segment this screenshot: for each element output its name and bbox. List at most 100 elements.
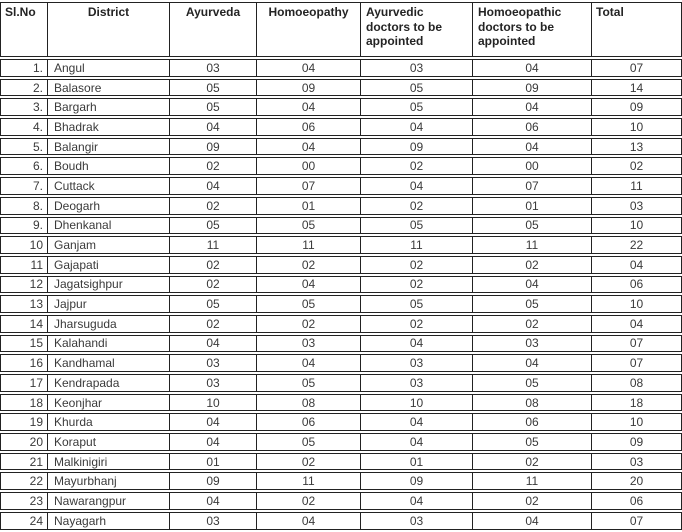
cell-ayurvedic-doctors: 04 bbox=[361, 177, 473, 195]
cell-homoeopathy: 02 bbox=[257, 452, 361, 471]
cell-ayurvedic-doctors: 09 bbox=[361, 137, 473, 156]
cell-slno: 4. bbox=[0, 118, 48, 136]
cell-district: Gajapati bbox=[48, 255, 170, 274]
table-row: 11 Gajapati 02 02 02 02 04 bbox=[0, 255, 682, 274]
cell-ayurvedic-doctors: 02 bbox=[361, 255, 473, 274]
cell-homoeopathy: 02 bbox=[257, 314, 361, 333]
cell-total: 04 bbox=[592, 314, 682, 333]
cell-district: Kalahandi bbox=[48, 334, 170, 353]
cell-slno: 17 bbox=[0, 374, 48, 392]
cell-ayurveda: 04 bbox=[170, 118, 257, 136]
column-header-slno: Sl.No bbox=[0, 2, 48, 57]
cell-homoeopathy: 04 bbox=[257, 354, 361, 372]
cell-slno: 3. bbox=[0, 98, 48, 117]
header-row: Sl.No District Ayurveda Homoeopathy Ayur… bbox=[0, 2, 682, 57]
cell-slno: 23 bbox=[0, 492, 48, 510]
cell-slno: 9. bbox=[0, 216, 48, 235]
cell-district: Balasore bbox=[48, 78, 170, 97]
table-row: 12 Jagatsighpur 02 04 02 04 06 bbox=[0, 275, 682, 294]
cell-homoeopathic-doctors: 11 bbox=[473, 472, 592, 491]
cell-district: Keonjhar bbox=[48, 393, 170, 412]
cell-homoeopathic-doctors: 04 bbox=[473, 275, 592, 294]
cell-slno: 7. bbox=[0, 177, 48, 195]
cell-slno: 20 bbox=[0, 433, 48, 451]
cell-homoeopathic-doctors: 04 bbox=[473, 59, 592, 77]
cell-total: 10 bbox=[592, 216, 682, 235]
cell-ayurveda: 02 bbox=[170, 157, 257, 176]
cell-district: Kendrapada bbox=[48, 374, 170, 392]
cell-ayurveda: 03 bbox=[170, 511, 257, 530]
cell-ayurvedic-doctors: 03 bbox=[361, 354, 473, 372]
cell-ayurveda: 05 bbox=[170, 216, 257, 235]
cell-ayurveda: 04 bbox=[170, 177, 257, 195]
cell-total: 18 bbox=[592, 393, 682, 412]
cell-ayurveda: 02 bbox=[170, 255, 257, 274]
cell-slno: 6. bbox=[0, 157, 48, 176]
cell-homoeopathy: 06 bbox=[257, 118, 361, 136]
table-row: 6. Boudh 02 00 02 00 02 bbox=[0, 157, 682, 176]
cell-ayurvedic-doctors: 02 bbox=[361, 196, 473, 215]
cell-ayurvedic-doctors: 02 bbox=[361, 157, 473, 176]
cell-ayurveda: 04 bbox=[170, 492, 257, 510]
cell-homoeopathic-doctors: 04 bbox=[473, 511, 592, 530]
cell-district: Malkinigiri bbox=[48, 452, 170, 471]
cell-district: Angul bbox=[48, 59, 170, 77]
cell-total: 22 bbox=[592, 236, 682, 254]
table-row: 7. Cuttack 04 07 04 07 11 bbox=[0, 177, 682, 195]
cell-total: 14 bbox=[592, 78, 682, 97]
cell-homoeopathic-doctors: 06 bbox=[473, 413, 592, 432]
cell-ayurveda: 03 bbox=[170, 354, 257, 372]
cell-district: Nayagarh bbox=[48, 511, 170, 530]
cell-ayurveda: 02 bbox=[170, 196, 257, 215]
cell-homoeopathic-doctors: 02 bbox=[473, 492, 592, 510]
cell-total: 10 bbox=[592, 295, 682, 313]
cell-total: 02 bbox=[592, 157, 682, 176]
cell-ayurvedic-doctors: 05 bbox=[361, 98, 473, 117]
cell-slno: 1. bbox=[0, 59, 48, 77]
cell-total: 03 bbox=[592, 196, 682, 215]
cell-homoeopathic-doctors: 02 bbox=[473, 314, 592, 333]
cell-slno: 14 bbox=[0, 314, 48, 333]
cell-homoeopathic-doctors: 05 bbox=[473, 295, 592, 313]
cell-total: 06 bbox=[592, 492, 682, 510]
cell-total: 08 bbox=[592, 374, 682, 392]
cell-homoeopathy: 06 bbox=[257, 413, 361, 432]
cell-district: Ganjam bbox=[48, 236, 170, 254]
cell-homoeopathic-doctors: 06 bbox=[473, 118, 592, 136]
cell-ayurveda: 02 bbox=[170, 275, 257, 294]
cell-slno: 2. bbox=[0, 78, 48, 97]
cell-ayurvedic-doctors: 01 bbox=[361, 452, 473, 471]
cell-total: 07 bbox=[592, 59, 682, 77]
cell-ayurveda: 03 bbox=[170, 374, 257, 392]
cell-ayurveda: 02 bbox=[170, 314, 257, 333]
cell-slno: 22 bbox=[0, 472, 48, 491]
cell-slno: 16 bbox=[0, 354, 48, 372]
cell-total: 10 bbox=[592, 413, 682, 432]
cell-ayurveda: 09 bbox=[170, 472, 257, 491]
cell-homoeopathic-doctors: 03 bbox=[473, 334, 592, 353]
cell-ayurvedic-doctors: 02 bbox=[361, 314, 473, 333]
cell-homoeopathic-doctors: 02 bbox=[473, 452, 592, 471]
table-row: 20 Koraput 04 05 04 05 09 bbox=[0, 433, 682, 451]
cell-ayurveda: 11 bbox=[170, 236, 257, 254]
cell-ayurvedic-doctors: 02 bbox=[361, 275, 473, 294]
cell-slno: 19 bbox=[0, 413, 48, 432]
cell-total: 04 bbox=[592, 255, 682, 274]
cell-homoeopathic-doctors: 08 bbox=[473, 393, 592, 412]
cell-ayurvedic-doctors: 04 bbox=[361, 334, 473, 353]
cell-total: 09 bbox=[592, 98, 682, 117]
cell-ayurveda: 01 bbox=[170, 452, 257, 471]
cell-homoeopathic-doctors: 02 bbox=[473, 255, 592, 274]
cell-homoeopathy: 01 bbox=[257, 196, 361, 215]
cell-total: 09 bbox=[592, 433, 682, 451]
cell-ayurveda: 09 bbox=[170, 137, 257, 156]
cell-homoeopathy: 11 bbox=[257, 236, 361, 254]
cell-district: Dhenkanal bbox=[48, 216, 170, 235]
cell-homoeopathic-doctors: 04 bbox=[473, 137, 592, 156]
cell-ayurvedic-doctors: 05 bbox=[361, 295, 473, 313]
cell-ayurveda: 10 bbox=[170, 393, 257, 412]
cell-district: Mayurbhanj bbox=[48, 472, 170, 491]
cell-district: Kandhamal bbox=[48, 354, 170, 372]
cell-homoeopathy: 02 bbox=[257, 492, 361, 510]
cell-total: 10 bbox=[592, 118, 682, 136]
